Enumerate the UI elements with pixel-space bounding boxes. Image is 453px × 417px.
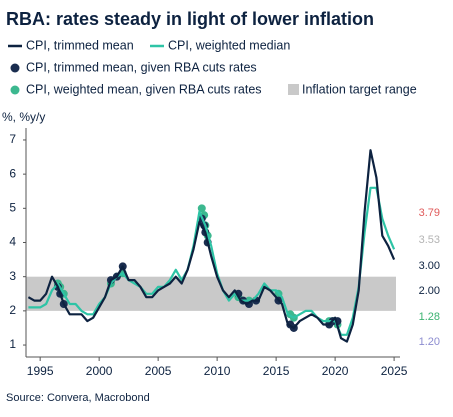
legend-swatch (288, 84, 299, 95)
x-tick-label: 2010 (204, 364, 231, 378)
legend-label: CPI, weighted mean, given RBA cuts rates (26, 82, 262, 96)
x-tick-label: 2005 (145, 364, 172, 378)
side-annotation: 3.53 (419, 234, 440, 246)
side-annotation: 3.00 (419, 260, 440, 272)
side-annotation: 1.20 (419, 336, 440, 348)
series-line (27, 149, 396, 343)
side-annotation: 3.79 (419, 207, 440, 219)
y-axis-label: %, %y/y (2, 110, 45, 124)
x-tick-label: 2020 (322, 364, 349, 378)
legend-label: CPI, weighted median (168, 38, 290, 52)
legend-swatch (10, 63, 20, 73)
series-line (28, 186, 396, 336)
side-annotation: 1.28 (419, 311, 440, 323)
chart-title: RBA: rates steady in light of lower infl… (6, 9, 374, 29)
source: Source: Convera, Macrobond (6, 392, 150, 404)
y-tick-label: 2 (9, 303, 16, 317)
y-tick-label: 6 (9, 166, 16, 180)
series-dot (197, 204, 206, 213)
y-tick-label: 7 (9, 132, 16, 146)
x-tick-label: 1995 (27, 364, 54, 378)
legend-swatch (10, 85, 20, 95)
x-tick-label: 2000 (86, 364, 113, 378)
legend-label: CPI, trimmed mean (26, 38, 134, 52)
x-tick-label: 2025 (381, 364, 408, 378)
y-tick-label: 4 (9, 235, 16, 249)
y-tick-label: 3 (9, 269, 16, 283)
legend-label: CPI, trimmed mean, given RBA cuts rates (26, 60, 257, 74)
y-tick-label: 1 (9, 337, 16, 351)
target-band (26, 276, 396, 311)
y-tick-label: 5 (9, 200, 16, 214)
x-tick-label: 2015 (263, 364, 290, 378)
legend-label: Inflation target range (302, 82, 417, 96)
side-annotation: 2.00 (419, 285, 440, 297)
